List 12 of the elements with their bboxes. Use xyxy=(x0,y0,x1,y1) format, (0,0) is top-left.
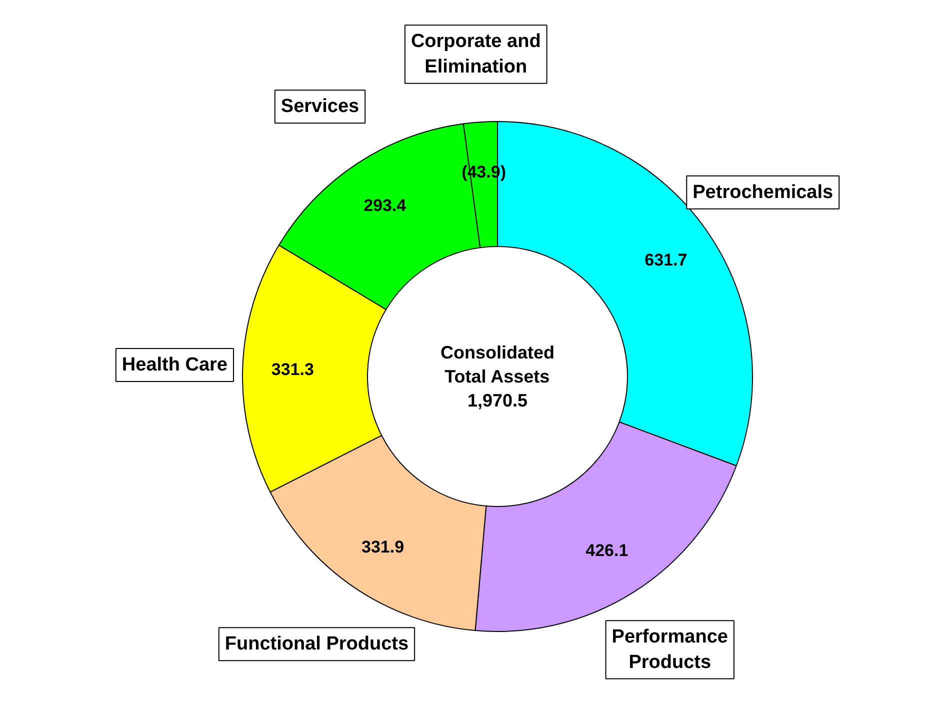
slice-label: Services xyxy=(280,96,360,118)
data-label: 331.9 xyxy=(361,537,404,556)
data-label: 631.7 xyxy=(644,250,688,270)
slice-label: Petrochemicals xyxy=(692,182,834,203)
text: Consolidated Total Assets 1,970.5 xyxy=(440,342,555,410)
slice-label: Functional Products xyxy=(224,634,409,655)
data-label: 331.3 xyxy=(271,360,314,380)
slice-label: Corporate and Elimination xyxy=(410,31,541,78)
slice-label: Performance Products xyxy=(612,626,728,673)
data-label: 426.1 xyxy=(586,540,628,560)
slice-label: Health Care xyxy=(122,354,228,376)
data-label: 293.4 xyxy=(364,196,407,216)
